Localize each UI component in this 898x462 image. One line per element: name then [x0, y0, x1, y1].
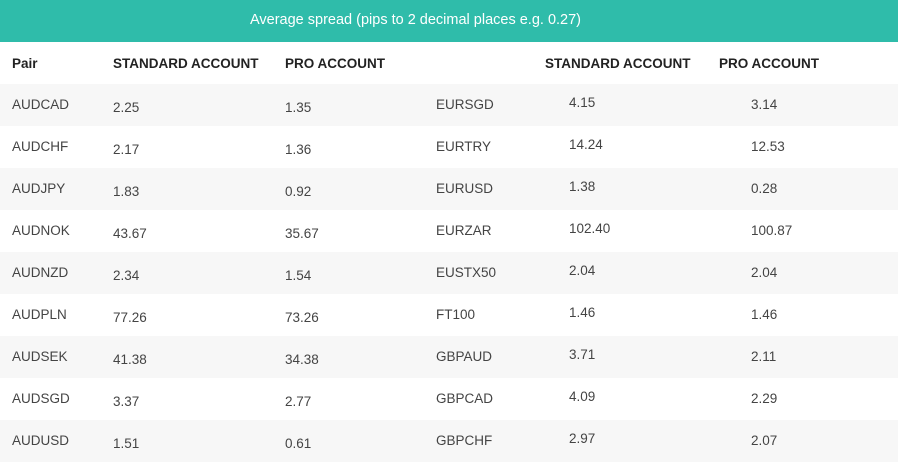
cell-pro-right: 2.04: [751, 265, 778, 280]
table-row: AUDNZD 2.34 1.54 EUSTX50 2.04 2.04: [0, 252, 898, 294]
cell-pro-left: 1.36: [285, 142, 312, 157]
cell-standard-right: 1.46: [569, 305, 596, 320]
cell-standard-right: 3.71: [569, 347, 596, 362]
cell-pair-left: AUDJPY: [12, 181, 66, 196]
table-row: AUDCHF 2.17 1.36 EURTRY 14.24 12.53: [0, 126, 898, 168]
cell-pair-right: FT100: [436, 307, 476, 322]
table-row: AUDCAD 2.25 1.35 EURSGD 4.15 3.14: [0, 84, 898, 126]
cell-pro-right: 0.28: [751, 181, 778, 196]
cell-standard-left: 1.83: [113, 184, 140, 199]
cell-pro-right: 2.07: [751, 433, 778, 448]
cell-pro-left: 35.67: [285, 226, 319, 241]
cell-standard-left: 2.34: [113, 268, 140, 283]
cell-pair-left: AUDCAD: [12, 97, 70, 112]
cell-pair-left: AUDPLN: [12, 307, 67, 322]
cell-pair-right: EURUSD: [436, 181, 494, 196]
header-pro-account-right: PRO ACCOUNT: [719, 56, 819, 71]
cell-pair-left: AUDNZD: [12, 265, 69, 280]
cell-pro-right: 3.14: [751, 97, 778, 112]
table-title-banner: Average spread (pips to 2 decimal places…: [0, 0, 898, 42]
cell-pro-left: 73.26: [285, 310, 319, 325]
cell-pro-right: 1.46: [751, 307, 778, 322]
cell-pro-left: 34.38: [285, 352, 319, 367]
cell-standard-right: 1.38: [569, 179, 596, 194]
header-standard-account-left: STANDARD ACCOUNT: [113, 56, 259, 71]
table-row: AUDUSD 1.51 0.61 GBPCHF 2.97 2.07: [0, 420, 898, 462]
cell-pair-right: EURTRY: [436, 139, 492, 154]
table-header-row: Pair STANDARD ACCOUNT PRO ACCOUNT STANDA…: [0, 42, 898, 84]
cell-pro-left: 2.77: [285, 394, 312, 409]
cell-pair-right: GBPAUD: [436, 349, 493, 364]
cell-standard-right: 2.97: [569, 431, 596, 446]
cell-standard-left: 43.67: [113, 226, 147, 241]
table-row: AUDPLN 77.26 73.26 FT100 1.46 1.46: [0, 294, 898, 336]
cell-standard-left: 77.26: [113, 310, 147, 325]
cell-standard-left: 3.37: [113, 394, 140, 409]
cell-pro-left: 0.61: [285, 436, 312, 451]
cell-standard-left: 2.25: [113, 100, 140, 115]
cell-pro-right: 12.53: [751, 139, 785, 154]
table-row: AUDJPY 1.83 0.92 EURUSD 1.38 0.28: [0, 168, 898, 210]
cell-standard-right: 4.09: [569, 389, 596, 404]
table-row: AUDNOK 43.67 35.67 EURZAR 102.40 100.87: [0, 210, 898, 252]
cell-standard-right: 102.40: [569, 221, 611, 236]
cell-standard-right: 4.15: [569, 95, 596, 110]
cell-pair-left: AUDCHF: [12, 139, 69, 154]
cell-standard-left: 41.38: [113, 352, 147, 367]
cell-pair-right: EURZAR: [436, 223, 492, 238]
cell-pair-left: AUDSEK: [12, 349, 68, 364]
cell-standard-left: 2.17: [113, 142, 140, 157]
cell-pro-right: 2.11: [751, 349, 777, 364]
cell-pair-left: AUDUSD: [12, 433, 70, 448]
cell-pro-right: 2.29: [751, 391, 778, 406]
cell-pro-left: 0.92: [285, 184, 312, 199]
cell-pair-left: AUDNOK: [12, 223, 70, 238]
cell-pair-left: AUDSGD: [12, 391, 70, 406]
cell-pro-right: 100.87: [751, 223, 793, 238]
table-title: Average spread (pips to 2 decimal places…: [250, 12, 582, 28]
cell-pair-right: EUSTX50: [436, 265, 497, 280]
table-row: AUDSGD 3.37 2.77 GBPCAD 4.09 2.29: [0, 378, 898, 420]
cell-pair-right: GBPCHF: [436, 433, 493, 448]
cell-standard-right: 2.04: [569, 263, 596, 278]
header-pro-account-left: PRO ACCOUNT: [285, 56, 385, 71]
cell-standard-left: 1.51: [113, 436, 140, 451]
cell-standard-right: 14.24: [569, 137, 603, 152]
table-row: AUDSEK 41.38 34.38 GBPAUD 3.71 2.11: [0, 336, 898, 378]
cell-pro-left: 1.35: [285, 100, 312, 115]
cell-pair-right: EURSGD: [436, 97, 494, 112]
header-standard-account-right: STANDARD ACCOUNT: [545, 56, 691, 71]
cell-pro-left: 1.54: [285, 268, 312, 283]
cell-pair-right: GBPCAD: [436, 391, 494, 406]
header-pair: Pair: [12, 56, 38, 71]
